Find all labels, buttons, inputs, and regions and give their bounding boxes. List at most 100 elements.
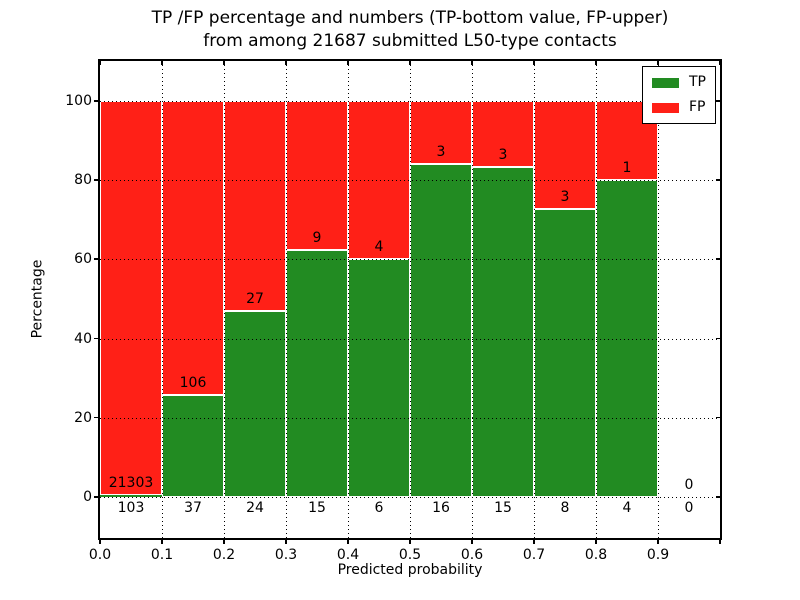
x-gridline — [224, 61, 225, 538]
y-tick-mark-right — [716, 179, 720, 181]
tp-count-label: 24 — [246, 500, 264, 516]
y-tick-mark-right — [716, 337, 720, 340]
x-tick-mark-top — [223, 61, 225, 65]
fp-count-label: 3 — [498, 147, 508, 163]
chart-title: TP /FP percentage and numbers (TP-bottom… — [98, 7, 722, 53]
x-tick-mark-top — [595, 61, 597, 65]
x-tick-label: 0.2 — [212, 547, 236, 563]
x-tick-mark-top — [347, 61, 349, 65]
y-tick-mark — [94, 416, 98, 419]
x-axis-label: Predicted probability — [337, 562, 483, 578]
fp-count-label: 0 — [684, 477, 694, 493]
tp-bar-segment — [534, 208, 596, 497]
y-tick-mark — [94, 337, 98, 340]
x-gridline — [596, 61, 597, 538]
x-tick-mark — [719, 540, 721, 544]
y-tick-mark-right — [716, 100, 720, 102]
tp-bar-segment — [162, 394, 224, 497]
tp-bar-segment — [100, 495, 162, 497]
fp-bar-segment — [162, 101, 224, 395]
x-tick-label: 0.4 — [336, 547, 360, 563]
x-tick-mark-top — [285, 61, 287, 65]
x-tick-label: 0.6 — [460, 547, 484, 563]
tp-count-label: 6 — [374, 500, 384, 516]
tp-count-label: 8 — [560, 500, 570, 516]
tp-count-label: 4 — [622, 500, 632, 516]
x-tick-mark-top — [719, 61, 721, 65]
tp-count-label: 103 — [117, 500, 145, 516]
y-tick-mark — [94, 179, 98, 181]
x-tick-mark — [657, 540, 659, 544]
x-gridline — [348, 61, 349, 538]
fp-count-label: 9 — [312, 229, 322, 246]
fp-count-label: 106 — [179, 374, 207, 391]
x-tick-label: 0.1 — [150, 547, 174, 563]
x-tick-label: 0.3 — [274, 547, 298, 563]
fp-count-label: 1 — [622, 160, 632, 177]
x-tick-mark — [409, 540, 411, 544]
x-tick-mark — [99, 540, 101, 544]
ticks-layer — [94, 61, 721, 544]
x-tick-mark-top — [533, 61, 535, 65]
grid-layer — [100, 61, 720, 538]
x-tick-label: 0.5 — [398, 547, 422, 563]
x-tick-mark — [471, 540, 473, 544]
x-gridline — [410, 61, 411, 538]
fp-bar-segment — [472, 101, 534, 167]
y-tick-label: 60 — [74, 251, 92, 268]
x-tick-label: 0.8 — [584, 547, 608, 563]
x-tick-label: 0.0 — [88, 547, 112, 563]
fp-color-swatch — [652, 102, 679, 113]
x-tick-mark-top — [657, 61, 659, 65]
chart-title-line2: from among 21687 submitted L50-type cont… — [203, 31, 617, 51]
x-tick-mark — [161, 540, 163, 544]
fp-bar-segment — [100, 101, 162, 496]
x-gridline — [658, 61, 659, 538]
y-axis-label: Percentage — [29, 259, 46, 339]
fp-count-label: 3 — [560, 188, 570, 205]
y-tick-mark-right — [716, 496, 720, 498]
y-tick-mark-right — [716, 416, 720, 419]
tp-count-label: 37 — [184, 500, 202, 516]
y-tick-label: 0 — [83, 489, 92, 505]
y-tick-mark — [94, 258, 98, 260]
y-tick-mark — [94, 100, 98, 102]
legend-item-tp: TP — [652, 75, 706, 90]
y-tick-label: 80 — [74, 172, 92, 189]
x-tick-label: 0.7 — [522, 547, 546, 563]
y-tick-mark — [94, 496, 98, 498]
tp-count-label: 16 — [432, 500, 450, 516]
x-tick-label: 0.9 — [646, 547, 670, 563]
x-tick-mark — [285, 540, 287, 544]
tp-color-swatch — [652, 77, 679, 88]
y-tick-label: 40 — [74, 330, 92, 347]
fp-count-label: 21303 — [108, 475, 154, 492]
chart-title-line1: TP /FP percentage and numbers (TP-bottom… — [151, 8, 669, 28]
legend-label-fp: FP — [689, 99, 706, 115]
fp-count-label: 27 — [246, 290, 264, 307]
x-tick-mark-top — [471, 61, 473, 65]
tp-count-label: 15 — [494, 500, 512, 516]
x-gridline — [472, 61, 473, 538]
tp-count-label: 15 — [308, 500, 326, 516]
bars-layer — [100, 61, 720, 538]
y-tick-label: 20 — [74, 409, 92, 426]
x-gridline — [286, 61, 287, 538]
x-tick-mark-top — [99, 61, 101, 65]
x-tick-mark — [347, 540, 349, 544]
x-gridline — [534, 61, 535, 538]
x-tick-mark-top — [409, 61, 411, 65]
tp-count-label: 0 — [684, 500, 694, 516]
x-tick-mark-top — [161, 61, 163, 65]
y-tick-label: 100 — [65, 93, 92, 109]
tp-bar-segment — [596, 180, 658, 497]
legend-item-fp: FP — [652, 100, 706, 115]
tp-bar-segment — [410, 163, 472, 497]
plot-area: 21303 103 106 37 27 24 9 15 4 6 3 16 3 15 3 8 1 4 0 0 0.0 0.1… — [65, 59, 722, 563]
legend-label-tp: TP — [689, 74, 706, 90]
x-gridline — [162, 61, 163, 538]
annotations-layer: 21303 103 106 37 27 24 9 15 4 6 3 16 3 15 3 8 1 4 0 0 0.0 0.1… — [65, 61, 720, 563]
x-tick-mark — [595, 540, 597, 544]
x-tick-mark — [533, 540, 535, 544]
